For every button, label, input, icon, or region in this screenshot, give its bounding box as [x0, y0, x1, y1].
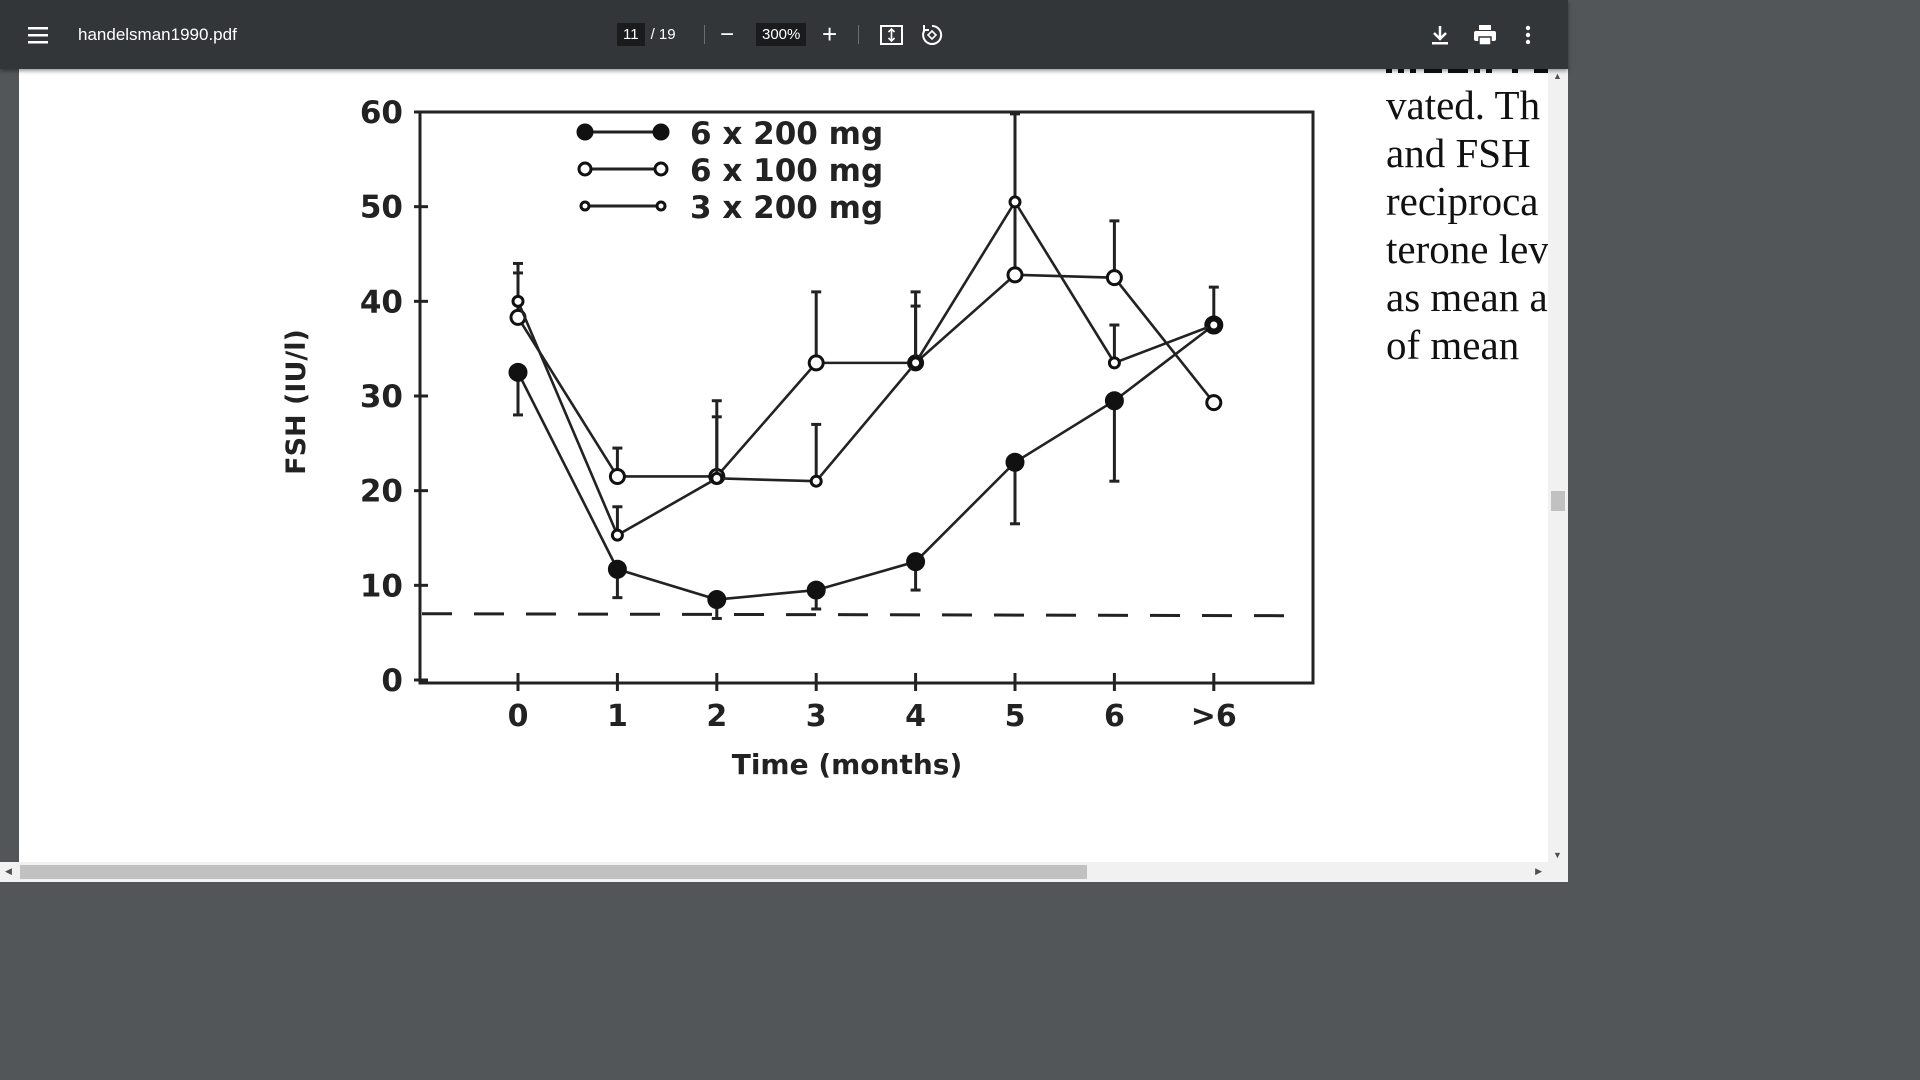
data-point [806, 580, 826, 600]
series-line [516, 323, 1215, 601]
data-point [906, 552, 926, 572]
x-tick-label: 4 [905, 699, 926, 734]
page-text-cut-fragment [1386, 69, 1548, 73]
data-point [1005, 452, 1025, 472]
data-point [1107, 356, 1121, 370]
y-tick-label: 30 [360, 379, 403, 415]
data-point [1205, 394, 1223, 412]
data-point [807, 354, 825, 372]
data-point [1105, 269, 1123, 287]
print-icon[interactable] [1473, 0, 1497, 69]
y-tick-label: 20 [360, 474, 403, 510]
vertical-scroll-thumb[interactable] [1551, 491, 1565, 511]
horizontal-scroll-thumb[interactable] [20, 865, 1087, 879]
legend-marker [576, 123, 594, 141]
fsh-chart: 0 10 20 30 40 50 60 0 1 2 3 4 5 6 >6 Time (months) FSH (… [281, 95, 1315, 781]
document-title: handelsman1990.pdf [78, 24, 237, 44]
x-tick-label: >6 [1191, 699, 1237, 734]
data-point [1207, 318, 1221, 332]
legend-marker [653, 161, 669, 177]
series-line [516, 199, 1215, 538]
page-number-input[interactable]: 11 [617, 23, 645, 46]
data-point [1008, 195, 1022, 209]
page-total: / 19 [650, 26, 676, 43]
x-tick-label: 5 [1005, 699, 1026, 734]
page-text-line: and FSH [1386, 130, 1531, 176]
more-vert-icon[interactable] [1524, 0, 1532, 69]
legend-marker [655, 200, 667, 212]
y-tick-label: 0 [381, 663, 403, 699]
legend-marker [652, 123, 670, 141]
data-point [508, 362, 528, 382]
zoom-input[interactable]: 300% [756, 23, 807, 46]
x-tick-label: 3 [806, 699, 827, 734]
scroll-left-icon[interactable]: ◀ [5, 866, 12, 876]
page-text-line: vated. Th [1386, 82, 1541, 128]
scroll-right-icon[interactable]: ▶ [1535, 866, 1542, 876]
y-tick-label: 40 [360, 284, 403, 320]
pdf-toolbar: handelsman1990.pdf 11 / 19 − 300% + [0, 0, 1568, 69]
legend-marker [577, 161, 593, 177]
legend-label: 6 x 200 mg [690, 116, 883, 152]
rotate-icon[interactable] [920, 0, 944, 69]
data-point [608, 467, 626, 485]
page-text-line: terone lev [1386, 226, 1548, 272]
reference-dashed-line [421, 612, 1296, 618]
legend-label: 6 x 100 mg [690, 153, 883, 189]
y-tick-label: 10 [360, 568, 403, 604]
data-point [809, 474, 823, 488]
x-tick-label: 0 [508, 699, 529, 734]
data-point [1104, 391, 1124, 411]
x-axis-label: Time (months) [732, 748, 963, 781]
legend-label: 3 x 200 mg [690, 190, 883, 226]
data-point [511, 294, 525, 308]
page-text-line: of mean [1386, 322, 1520, 368]
page-text-line: as mean a [1386, 274, 1548, 320]
data-point [610, 528, 624, 542]
x-tick-label: 6 [1104, 699, 1125, 734]
fit-page-icon[interactable] [880, 0, 904, 69]
x-tick-label: 1 [607, 699, 628, 734]
vertical-scrollbar[interactable]: ▲ ▼ [1548, 69, 1568, 862]
data-point [707, 590, 727, 610]
y-tick-label: 60 [360, 95, 403, 131]
data-point [909, 356, 923, 370]
data-point [1006, 266, 1024, 284]
legend-marker [579, 200, 591, 212]
horizontal-scrollbar[interactable]: ◀ ▶ [0, 862, 1568, 882]
zoom-out-button[interactable]: − [720, 20, 735, 48]
x-tick-label: 2 [706, 699, 727, 734]
y-axis-label: FSH (IU/l) [281, 329, 312, 475]
series-line [516, 273, 1215, 478]
scroll-down-icon[interactable]: ▼ [1553, 850, 1562, 860]
y-tick-label: 50 [360, 190, 403, 226]
data-point [710, 471, 724, 485]
scroll-up-icon[interactable]: ▲ [1553, 71, 1562, 81]
page-text-line: reciproca [1386, 178, 1539, 224]
data-point [607, 559, 627, 579]
download-icon[interactable] [1430, 0, 1450, 69]
hamburger-icon[interactable] [28, 0, 50, 69]
pdf-page: 0 10 20 30 40 50 60 0 1 2 3 4 5 6 >6 Time (months) FSH (… [19, 69, 1548, 862]
zoom-in-button[interactable]: + [822, 19, 838, 49]
